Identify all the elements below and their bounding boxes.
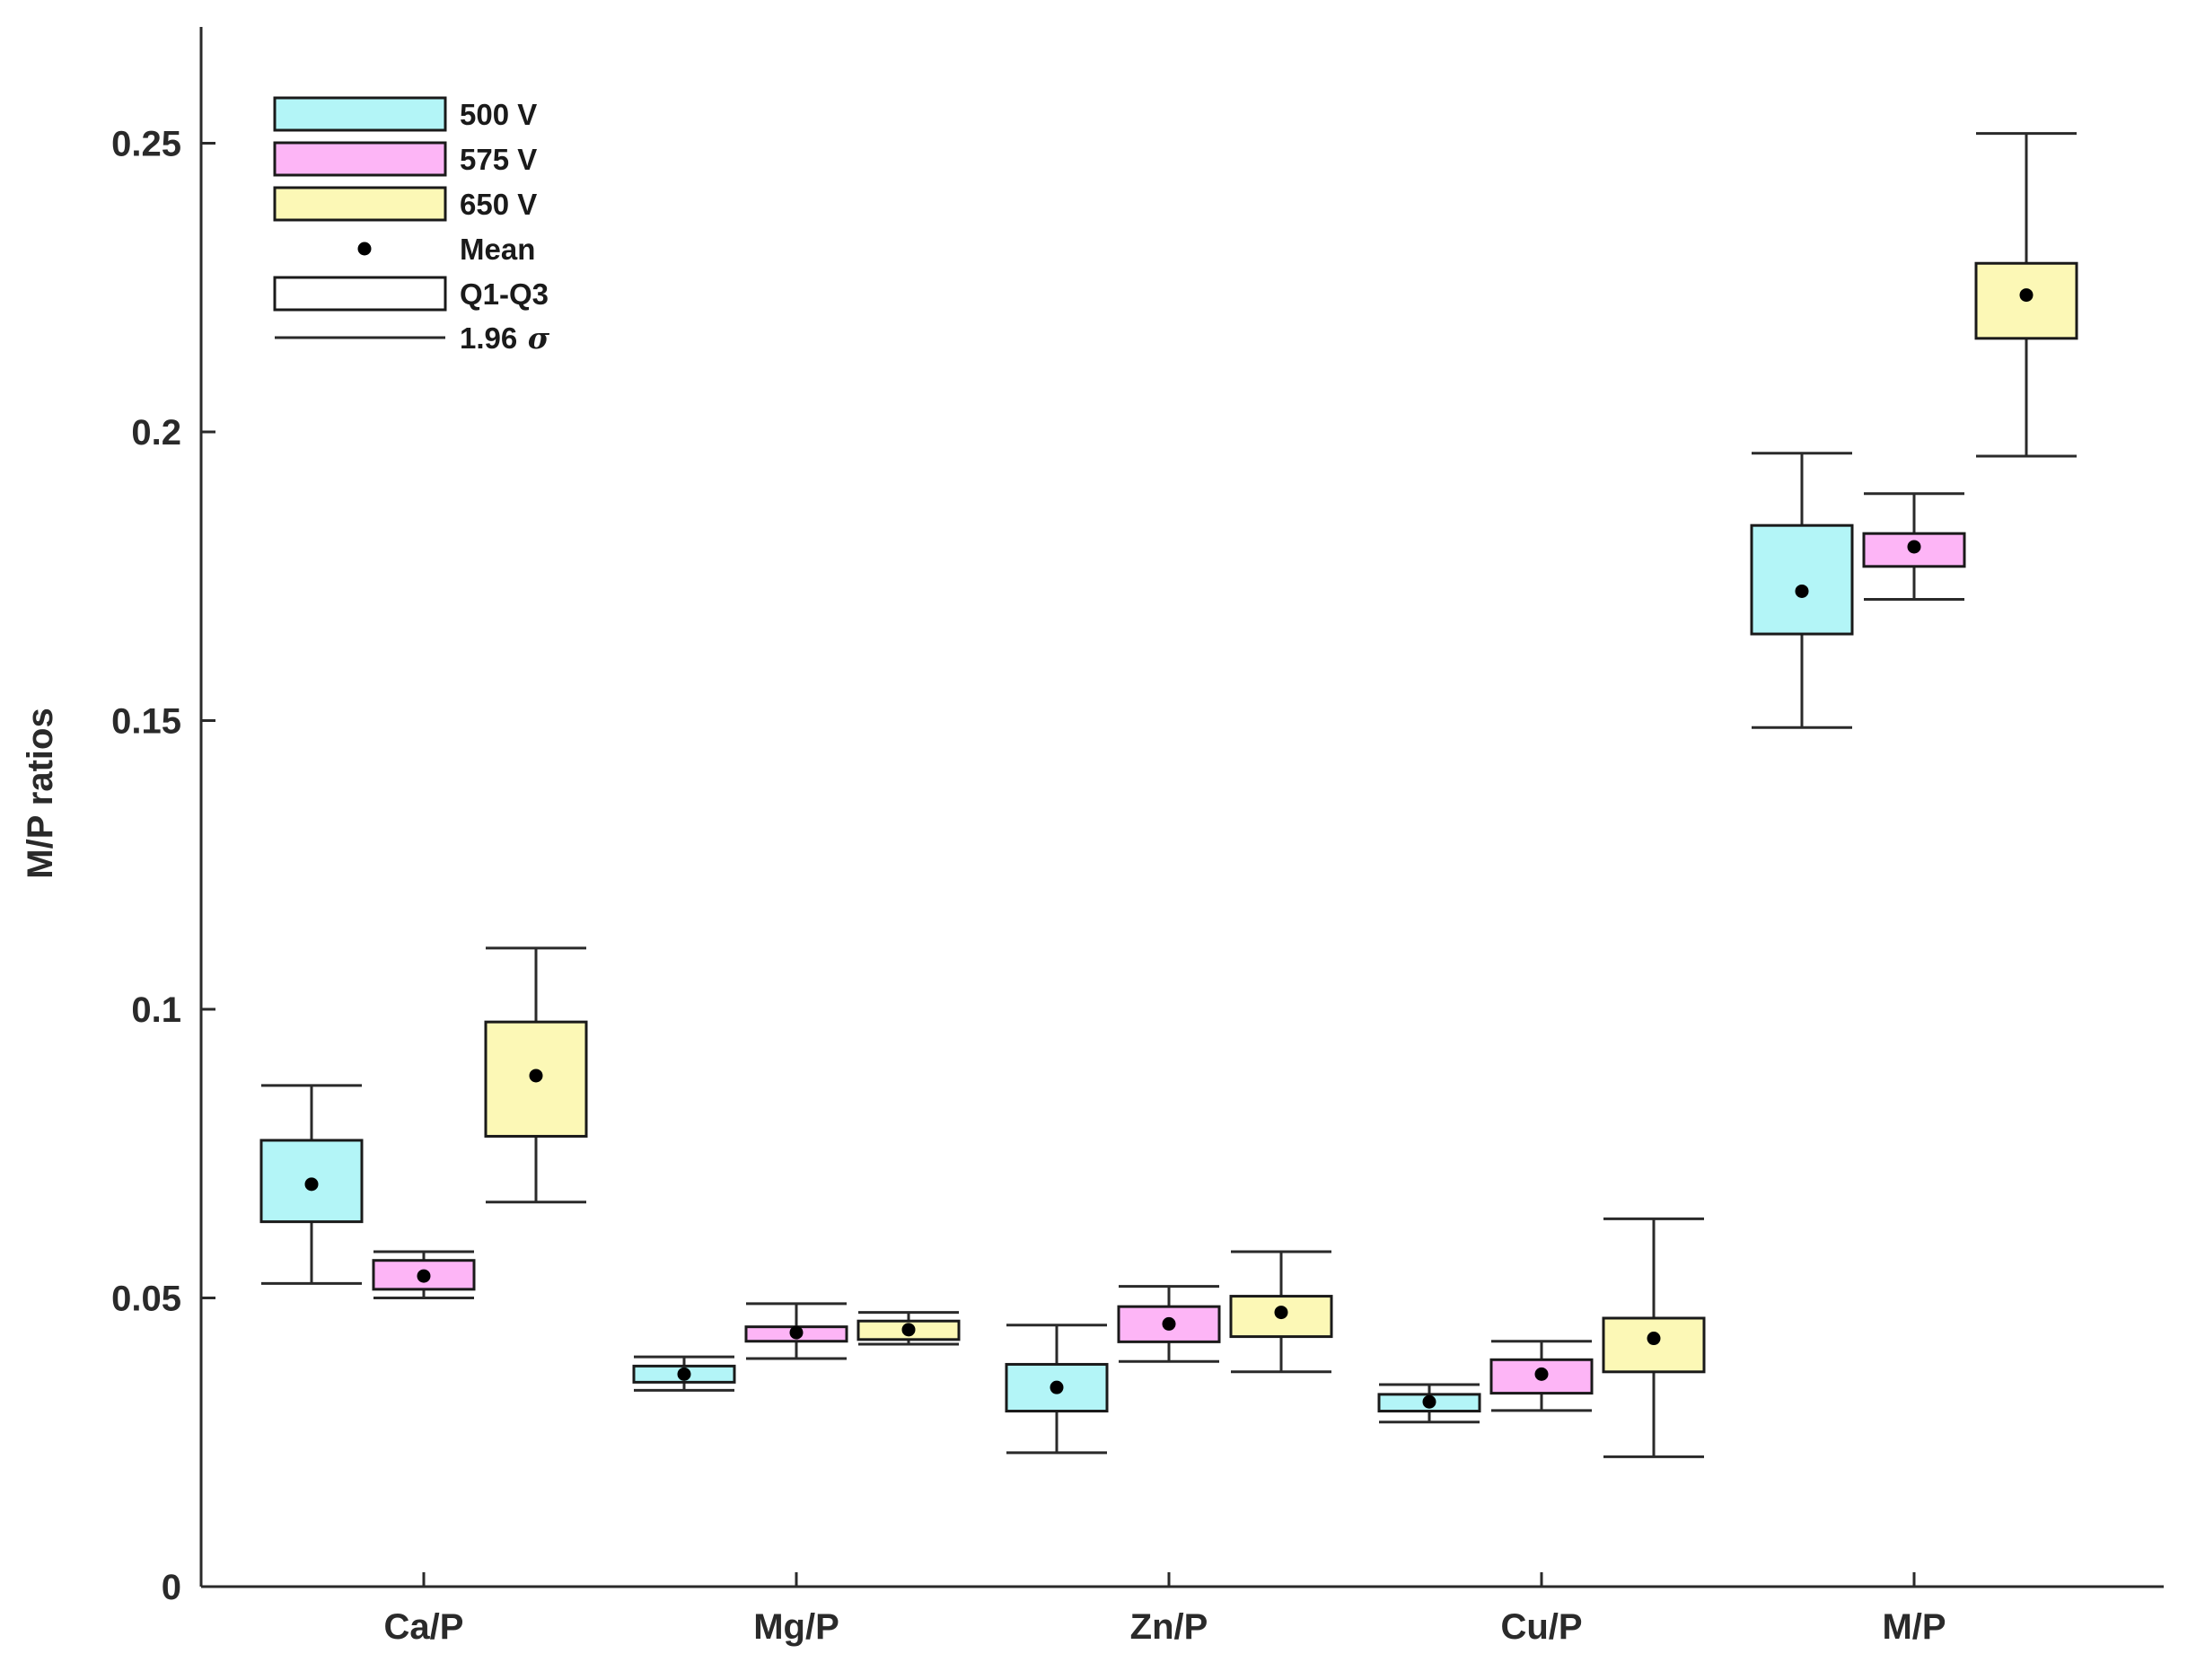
x-tick-label: Zn/P: [1130, 1607, 1208, 1647]
box-q1-q3: [1489, 1358, 1594, 1395]
mean-dot: [1050, 1380, 1064, 1394]
legend-label: 500 V: [460, 98, 537, 131]
y-tick-label: 0.25: [111, 125, 181, 164]
mean-dot: [1422, 1394, 1436, 1409]
series-500-v: [259, 452, 1854, 1455]
x-tick-label: M/P: [1882, 1607, 1946, 1647]
y-axis-title: M/P ratios: [21, 708, 60, 878]
mean-dot: [1795, 584, 1809, 598]
mean-dot: [417, 1269, 431, 1283]
legend-item: 650 V: [273, 186, 537, 222]
box-q1-q3: [1750, 523, 1854, 636]
y-tick-label: 0.2: [131, 413, 181, 453]
y-ticks: 0 0.05 0.1 0.15 0.2 0.25: [111, 125, 215, 1607]
series-650-v: [484, 132, 2078, 1458]
legend-item: Mean: [357, 233, 535, 266]
mean-dot: [1907, 540, 1921, 554]
legend-label: 575 V: [460, 143, 537, 176]
x-tick-label: Mg/P: [753, 1607, 839, 1647]
legend-item: 575 V: [273, 141, 537, 177]
y-tick-label: 0: [162, 1568, 181, 1607]
legend-item: 500 V: [273, 96, 537, 132]
legend-item: 1.96 σ: [275, 321, 550, 356]
mean-dot: [2019, 288, 2034, 303]
legend-item: Q1-Q3: [273, 276, 549, 312]
legend-swatch: [273, 186, 447, 222]
mean-dot: [1534, 1367, 1549, 1381]
legend-mean-dot: [357, 242, 372, 256]
legend-sigma-symbol: σ: [517, 321, 549, 356]
y-tick-label: 0.15: [111, 702, 181, 742]
mean-dot: [677, 1367, 691, 1381]
legend-swatch: [273, 276, 447, 312]
y-tick-label: 0.1: [131, 990, 181, 1030]
legend-label: 650 V: [460, 188, 537, 221]
y-tick-label: 0.05: [111, 1280, 181, 1319]
mean-dot: [1274, 1306, 1288, 1320]
mean-dot: [529, 1069, 543, 1083]
legend-swatch: [273, 141, 447, 177]
mean-dot: [789, 1325, 804, 1340]
mean-dot: [1162, 1316, 1176, 1331]
x-ticks: Ca/P Mg/P Zn/P Cu/P M/P: [384, 1572, 1946, 1647]
plot-area: [259, 132, 2078, 1458]
legend-label: Mean: [460, 233, 535, 266]
series-575-v: [372, 492, 1966, 1412]
x-tick-label: Ca/P: [384, 1607, 464, 1647]
legend-swatch: [273, 96, 447, 132]
box-q1-q3: [484, 1020, 588, 1138]
mean-dot: [304, 1177, 319, 1192]
legend: 500 V 575 V 650 V Mean Q1-Q3 1.96 σ: [273, 96, 550, 356]
x-tick-label: Cu/P: [1500, 1607, 1582, 1647]
legend-label: Q1-Q3: [460, 277, 549, 311]
mean-dot: [1647, 1332, 1661, 1346]
mean-dot: [901, 1323, 916, 1337]
legend-label: 1.96 σ: [460, 321, 550, 356]
axes: [199, 27, 2164, 1588]
